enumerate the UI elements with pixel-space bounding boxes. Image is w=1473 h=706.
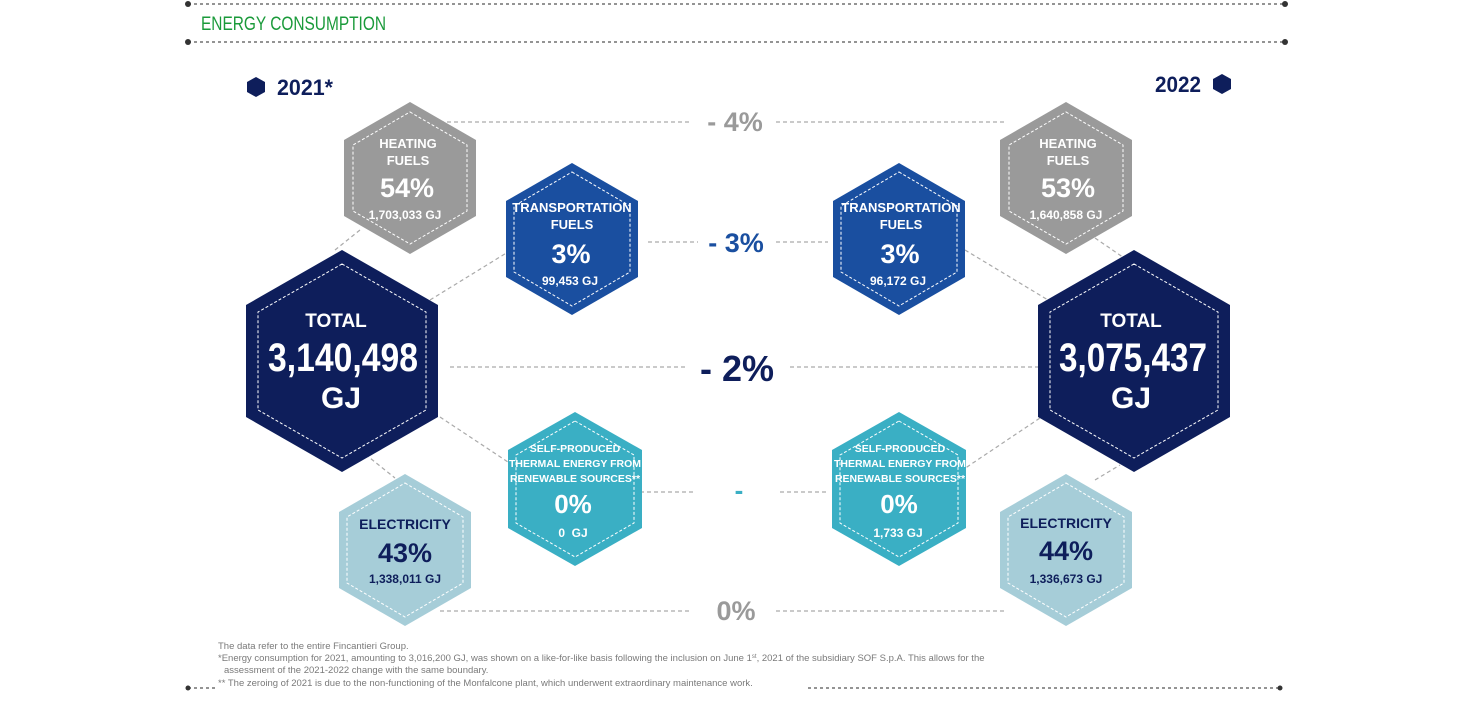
transport-2022-value: 96,172 GJ bbox=[870, 274, 926, 288]
thermal-2022-title1: SELF-PRODUCED bbox=[855, 443, 946, 455]
hex-total-2021: TOTAL 3,140,498 GJ bbox=[246, 250, 438, 472]
thermal-2022-percent: 0% bbox=[880, 489, 918, 519]
thermal-2021-title1: SELF-PRODUCED bbox=[530, 443, 621, 455]
hex-transport-2021: TRANSPORTATION FUELS 3% 99,453 GJ bbox=[506, 163, 638, 315]
hex-total-2022: TOTAL 3,075,437 GJ bbox=[1038, 250, 1230, 472]
footnote-2021-boundary: *Energy consumption for 2021, amounting … bbox=[218, 653, 1118, 665]
total-2022-title: TOTAL bbox=[1100, 311, 1162, 332]
transport-2021-value: 99,453 GJ bbox=[542, 274, 598, 288]
hex-electricity-2022: ELECTRICITY 44% 1,336,673 GJ bbox=[1000, 474, 1132, 626]
hex-heating-2022: HEATING FUELS 53% 1,640,858 GJ bbox=[1000, 102, 1132, 254]
heating-2021-title2: FUELS bbox=[387, 153, 430, 168]
thermal-2021-value: 0 GJ bbox=[558, 526, 587, 540]
hex-transport-2022: TRANSPORTATION FUELS 3% 96,172 GJ bbox=[833, 163, 965, 315]
footnote-2021-text-b: , 2021 of the subsidiary SOF S.p.A. This… bbox=[756, 653, 985, 665]
transport-2022-percent: 3% bbox=[880, 239, 919, 269]
total-2021-unit: GJ bbox=[321, 382, 361, 415]
heating-2022-value: 1,640,858 GJ bbox=[1030, 208, 1103, 222]
electricity-2021-title: ELECTRICITY bbox=[359, 516, 451, 532]
thermal-2022-title3: RENEWABLE SOURCES** bbox=[835, 473, 966, 485]
footnote-scope: The data refer to the entire Fincantieri… bbox=[218, 641, 409, 652]
footnote-monfalcone: ** The zeroing of 2021 is due to the non… bbox=[218, 677, 753, 689]
hex-electricity-2021: ELECTRICITY 43% 1,338,011 GJ bbox=[339, 474, 471, 626]
change-electricity: 0% bbox=[716, 596, 755, 626]
thermal-2021-percent: 0% bbox=[554, 489, 592, 519]
electricity-2021-value: 1,338,011 GJ bbox=[369, 572, 441, 586]
transport-2021-title1: TRANSPORTATION bbox=[512, 200, 631, 215]
hex-heating-2021: HEATING FUELS 54% 1,703,033 GJ bbox=[344, 102, 476, 254]
heating-2022-percent: 53% bbox=[1041, 173, 1095, 203]
footnote-2021-continued: assessment of the 2021-2022 change with … bbox=[224, 665, 489, 677]
heating-2021-title1: HEATING bbox=[379, 136, 437, 151]
footnotes: The data refer to the entire Fincantieri… bbox=[218, 641, 1118, 690]
year-2022-label: 2022 bbox=[1155, 72, 1201, 97]
year-2021-label: 2021* bbox=[277, 75, 333, 100]
hex-thermal-2022: SELF-PRODUCED THERMAL ENERGY FROM RENEWA… bbox=[832, 412, 966, 566]
change-heating: - 4% bbox=[707, 107, 763, 137]
change-total: - 2% bbox=[700, 348, 774, 389]
thermal-2021-title2: THERMAL ENERGY FROM bbox=[509, 458, 641, 470]
header-rules bbox=[185, 1, 1288, 45]
electricity-2021-percent: 43% bbox=[378, 538, 432, 568]
heating-2021-value: 1,703,033 GJ bbox=[369, 208, 442, 222]
total-2021-title: TOTAL bbox=[305, 311, 367, 332]
footer-rule bbox=[185, 685, 1283, 691]
footnote-2021-sup: st bbox=[751, 654, 757, 661]
electricity-2022-percent: 44% bbox=[1039, 536, 1093, 566]
heating-2021-percent: 54% bbox=[380, 173, 434, 203]
year-2021-hex-icon bbox=[247, 77, 265, 97]
heating-2022-title1: HEATING bbox=[1039, 136, 1097, 151]
page-title: ENERGY CONSUMPTION bbox=[201, 14, 386, 35]
transport-2022-title1: TRANSPORTATION bbox=[841, 200, 960, 215]
total-2022-unit: GJ bbox=[1111, 382, 1151, 415]
thermal-2021-title3: RENEWABLE SOURCES** bbox=[510, 473, 641, 485]
hex-thermal-2021: SELF-PRODUCED THERMAL ENERGY FROM RENEWA… bbox=[508, 412, 642, 566]
year-2022-hex-icon bbox=[1213, 74, 1231, 94]
electricity-2022-title: ELECTRICITY bbox=[1020, 515, 1112, 531]
transport-2022-title2: FUELS bbox=[880, 217, 923, 232]
electricity-2022-value: 1,336,673 GJ bbox=[1030, 572, 1103, 586]
transport-2021-title2: FUELS bbox=[551, 217, 594, 232]
total-2022-value: 3,075,437 bbox=[1059, 336, 1207, 380]
transport-2021-percent: 3% bbox=[551, 239, 590, 269]
change-thermal: - bbox=[735, 475, 744, 505]
heating-2022-title2: FUELS bbox=[1047, 153, 1090, 168]
connector-lines bbox=[334, 121, 1131, 612]
thermal-2022-value: 1,733 GJ bbox=[873, 526, 922, 540]
thermal-2022-title2: THERMAL ENERGY FROM bbox=[834, 458, 966, 470]
change-transport: - 3% bbox=[708, 228, 764, 258]
total-2021-value: 3,140,498 bbox=[268, 336, 418, 380]
footnote-2021-text-a: *Energy consumption for 2021, amounting … bbox=[218, 653, 752, 665]
